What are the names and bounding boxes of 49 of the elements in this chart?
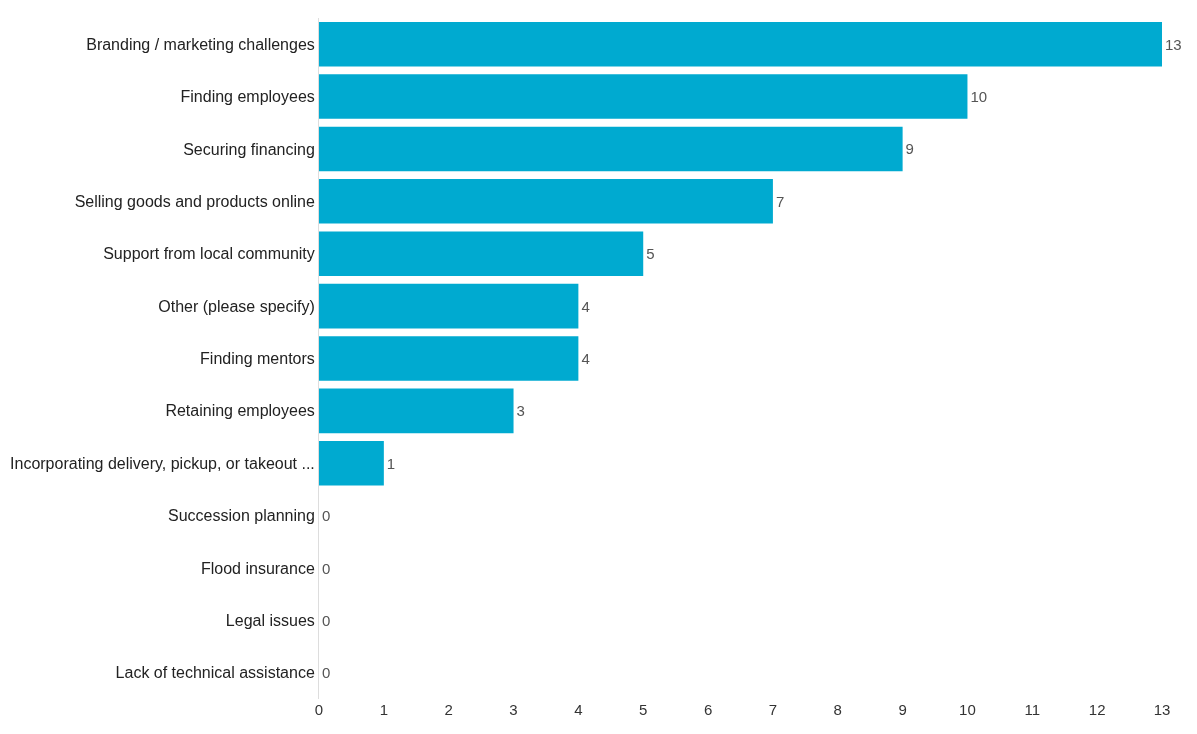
bar xyxy=(319,74,968,119)
data-label: 1 xyxy=(386,454,396,472)
bar xyxy=(319,21,1162,67)
x-tick-label: 2 xyxy=(444,701,453,718)
bar xyxy=(319,441,384,486)
y-tick-label: Finding employees xyxy=(180,88,315,106)
x-tick-label: 7 xyxy=(768,701,778,718)
bar xyxy=(319,283,579,329)
bar xyxy=(319,336,579,381)
x-tick-label: 12 xyxy=(1088,701,1106,718)
bar xyxy=(319,231,644,276)
y-tick-label: Succession planning xyxy=(168,507,315,525)
data-label: 0 xyxy=(322,664,331,682)
x-tick-label: 11 xyxy=(1024,701,1041,718)
x-tick-label: 9 xyxy=(898,701,907,718)
x-tick-label: 13 xyxy=(1153,701,1171,718)
x-tick-label: 6 xyxy=(703,701,713,718)
data-label: 0 xyxy=(322,611,331,629)
x-tick-label: 1 xyxy=(379,701,389,718)
y-tick-label: Other (please specify) xyxy=(158,297,315,315)
y-tick-label: Support from local community xyxy=(103,245,315,263)
x-tick-label: 4 xyxy=(574,701,583,718)
data-label: 7 xyxy=(775,192,785,210)
bar xyxy=(319,179,773,224)
data-label: 13 xyxy=(1165,35,1182,53)
data-label: 4 xyxy=(581,350,590,367)
x-tick-label: 8 xyxy=(833,701,842,718)
data-label: 3 xyxy=(516,402,525,420)
data-label: 5 xyxy=(646,245,655,263)
x-tick-label: 0 xyxy=(314,701,324,718)
x-tick-label: 5 xyxy=(639,701,648,718)
x-tick-label: 10 xyxy=(959,701,976,718)
data-label: 0 xyxy=(322,559,331,577)
y-tick-label: Flood insurance xyxy=(200,559,315,577)
y-tick-label: Legal issues xyxy=(225,612,315,630)
data-label: 0 xyxy=(322,507,331,525)
y-tick-label: Finding mentors xyxy=(200,350,315,368)
data-label: 9 xyxy=(905,140,914,158)
x-tick-label: 3 xyxy=(509,701,518,718)
y-tick-label: Incorporating delivery, pickup, or takeout ... xyxy=(10,454,315,472)
y-tick-label: Retaining employees xyxy=(165,402,315,420)
y-tick-label: Lack of technical assistance xyxy=(115,664,315,682)
bar xyxy=(319,388,514,434)
y-tick-label: Branding / marketing challenges xyxy=(86,35,315,53)
bar xyxy=(319,126,903,172)
data-label: 4 xyxy=(581,297,590,315)
y-tick-label: Securing financing xyxy=(183,140,315,158)
data-label: 10 xyxy=(970,88,988,106)
y-tick-label: Selling goods and products online xyxy=(74,192,315,210)
